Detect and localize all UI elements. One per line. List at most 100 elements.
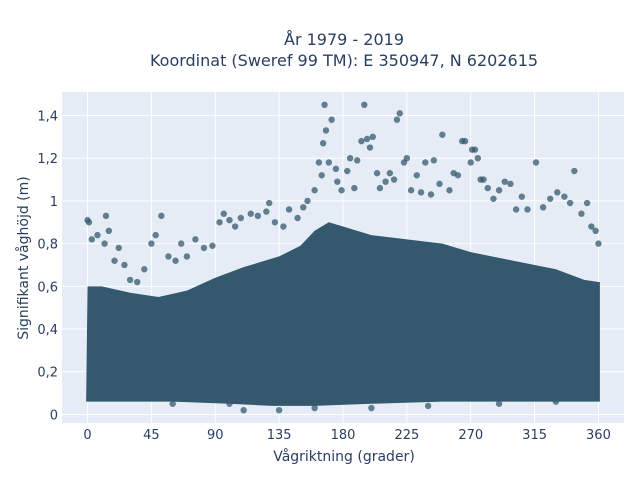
data-point [311, 187, 318, 194]
data-point [382, 178, 389, 185]
data-point [351, 184, 358, 192]
data-point [480, 176, 487, 183]
data-point [446, 187, 453, 194]
data-point [165, 253, 172, 260]
data-point [554, 189, 561, 196]
data-point [495, 400, 503, 407]
data-point [344, 167, 351, 175]
y-axis-title: Signifikant våghöjd (m) [15, 176, 32, 339]
data-point [321, 101, 328, 109]
data-point [507, 180, 514, 188]
data-point [88, 236, 96, 243]
data-point [368, 404, 375, 412]
data-point [407, 187, 415, 194]
data-point [247, 210, 254, 217]
data-point [436, 180, 443, 188]
data-point [112, 394, 120, 401]
data-point [495, 187, 503, 194]
data-point [373, 169, 381, 177]
chart-title-line1: År 1979 - 2019 [284, 30, 404, 49]
data-point [200, 244, 208, 252]
x-tick-label: 180 [331, 428, 356, 443]
data-point [346, 155, 354, 162]
data-point [592, 227, 599, 235]
data-point [403, 155, 411, 162]
data-point [366, 144, 374, 151]
data-point [121, 261, 128, 269]
y-tick-label: 0,2 [37, 366, 58, 381]
data-point [134, 278, 141, 286]
data-point [424, 402, 432, 410]
data-point [376, 184, 384, 192]
data-point [484, 184, 491, 192]
data-point [318, 172, 325, 179]
data-point [467, 159, 474, 166]
data-point [332, 165, 340, 173]
data-point [304, 197, 311, 205]
data-point [192, 236, 199, 243]
data-point [240, 406, 247, 414]
data-point [501, 178, 508, 185]
data-point [169, 400, 176, 407]
data-point [325, 159, 333, 166]
data-point [390, 176, 398, 183]
x-tick-label: 45 [143, 428, 160, 443]
data-point [319, 140, 327, 147]
data-point [148, 240, 155, 247]
data-point [490, 195, 497, 202]
data-point [439, 131, 446, 138]
data-point [566, 199, 574, 207]
data-point [571, 167, 578, 175]
data-point [363, 135, 371, 143]
data-point [126, 276, 134, 284]
data-point [578, 210, 585, 217]
x-axis-ticks: 0 45 90 135 180 225 270 315 360 [83, 428, 610, 443]
data-point [158, 212, 165, 220]
data-point [338, 187, 345, 194]
data-point [595, 240, 602, 247]
data-point [386, 169, 394, 177]
data-point [547, 195, 554, 202]
data-point [178, 240, 185, 247]
y-tick-label: 1 [50, 195, 58, 210]
data-point [322, 127, 330, 134]
data-point [353, 157, 361, 164]
x-tick-label: 135 [267, 428, 292, 443]
data-point [552, 398, 560, 405]
data-point [111, 257, 118, 264]
data-point [141, 266, 148, 273]
data-point [524, 206, 531, 213]
data-point [311, 404, 318, 412]
data-point [471, 146, 479, 153]
data-point [369, 133, 377, 141]
data-point [539, 204, 547, 211]
data-point [361, 101, 368, 109]
data-point [280, 223, 287, 230]
y-tick-label: 0,6 [37, 280, 58, 295]
data-points [84, 101, 602, 414]
x-tick-label: 315 [522, 428, 547, 443]
x-tick-label: 225 [394, 428, 419, 443]
data-point [115, 244, 122, 252]
y-tick-label: 1,4 [37, 109, 58, 124]
data-point [220, 210, 227, 217]
data-point [263, 208, 270, 215]
data-point [172, 257, 179, 264]
data-point [237, 214, 245, 222]
y-tick-label: 0 [50, 408, 58, 423]
data-point [209, 242, 216, 249]
data-point [226, 400, 233, 407]
data-point [413, 172, 420, 179]
x-tick-label: 90 [207, 428, 224, 443]
data-point [512, 206, 520, 213]
data-point [334, 178, 341, 185]
y-axis-ticks: 0 0,2 0,4 0,6 0,8 1 1,2 1,4 [37, 109, 58, 423]
data-point [101, 240, 108, 247]
x-tick-label: 0 [83, 428, 91, 443]
x-tick-label: 270 [458, 428, 483, 443]
data-point [294, 214, 301, 222]
data-point [266, 199, 273, 207]
data-point [254, 212, 262, 220]
data-point [396, 110, 403, 117]
